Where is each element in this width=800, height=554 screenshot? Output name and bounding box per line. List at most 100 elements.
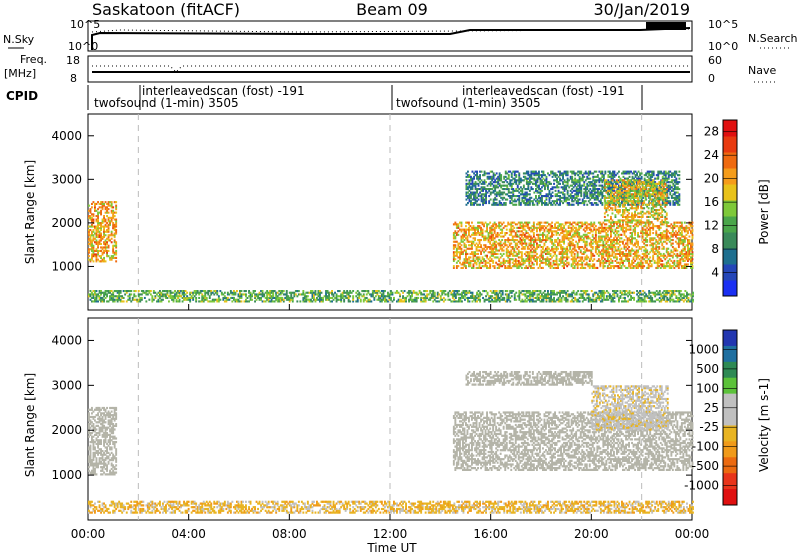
range-cell — [316, 296, 318, 299]
range-cell — [559, 198, 561, 201]
range-cell — [567, 232, 570, 235]
range-cell — [631, 237, 633, 240]
range-cell — [682, 295, 685, 298]
range-cell — [470, 188, 472, 191]
range-cell — [365, 300, 368, 303]
range-cell — [493, 246, 496, 249]
range-cell — [566, 249, 569, 252]
range-cell — [690, 249, 692, 252]
range-cell — [347, 298, 350, 301]
range-cell — [670, 232, 673, 235]
range-cell — [101, 248, 104, 251]
range-cell — [656, 254, 659, 257]
range-cell — [557, 182, 560, 185]
range-cell — [595, 296, 598, 299]
range-cell — [625, 230, 627, 233]
range-cell — [504, 184, 507, 187]
range-cell — [551, 247, 553, 250]
range-cell — [563, 247, 565, 250]
range-cell — [282, 293, 285, 296]
range-cell — [642, 293, 645, 296]
range-cell — [454, 254, 457, 257]
range-cell — [279, 300, 282, 303]
range-cell — [588, 249, 591, 252]
range-cell — [662, 246, 665, 249]
range-cell — [442, 290, 445, 293]
range-cell — [584, 258, 587, 261]
range-cell — [523, 252, 526, 255]
range-cell — [676, 256, 679, 259]
range-cell — [109, 290, 111, 293]
range-cell — [436, 295, 439, 298]
range-cell — [489, 246, 492, 249]
range-cell — [503, 296, 506, 299]
range-cell — [509, 191, 512, 194]
range-cell — [494, 293, 497, 296]
range-cell — [485, 172, 487, 175]
range-cell — [489, 177, 492, 180]
range-cell — [502, 258, 505, 261]
range-cell — [584, 298, 587, 301]
range-cell — [403, 296, 406, 299]
range-cell — [92, 295, 95, 298]
range-cell — [561, 235, 564, 238]
range-cell — [551, 200, 554, 203]
range-cell — [481, 247, 484, 250]
range-cell — [115, 241, 118, 244]
range-cell — [487, 235, 490, 238]
range-cell — [364, 296, 367, 299]
range-cell — [594, 230, 597, 233]
range-cell — [377, 298, 380, 301]
range-cell — [564, 223, 567, 226]
range-cell — [679, 239, 682, 242]
range-cell — [338, 290, 341, 293]
range-cell — [485, 298, 487, 301]
range-cell — [542, 195, 545, 198]
range-cell — [572, 233, 575, 236]
range-cell — [549, 239, 552, 242]
range-cell — [626, 258, 629, 261]
range-cell — [680, 266, 683, 269]
range-cell — [625, 290, 628, 293]
range-cell — [243, 300, 246, 303]
range-cell — [492, 200, 495, 203]
range-cell — [462, 237, 464, 240]
range-cell — [97, 229, 99, 232]
range-cell — [405, 298, 407, 301]
range-cell — [522, 200, 525, 203]
range-cell — [632, 265, 635, 268]
range-cell — [515, 189, 518, 192]
range-cell — [662, 254, 665, 257]
range-cell — [195, 300, 198, 303]
range-cell — [465, 266, 467, 269]
range-cell — [555, 247, 558, 250]
range-cell — [497, 186, 500, 189]
range-cell — [690, 295, 693, 298]
range-cell — [539, 254, 541, 257]
range-cell — [94, 249, 96, 252]
range-cell — [625, 242, 627, 245]
range-cell — [628, 263, 630, 266]
range-cell — [590, 252, 593, 255]
range-cell — [551, 291, 554, 294]
range-cell — [524, 195, 527, 198]
range-cell — [462, 233, 464, 236]
range-cell — [655, 240, 658, 243]
range-cell — [510, 239, 513, 242]
range-cell — [477, 246, 479, 249]
range-cell — [190, 295, 193, 298]
range-cell — [626, 239, 629, 242]
range-cell — [314, 300, 317, 303]
range-cell — [529, 256, 532, 259]
range-cell — [252, 290, 255, 293]
range-cell — [582, 228, 585, 231]
range-cell — [445, 293, 448, 296]
range-cell — [97, 253, 99, 256]
range-cell — [457, 223, 460, 226]
range-cell — [502, 263, 505, 266]
range-cell — [231, 291, 234, 294]
range-cell — [516, 226, 519, 229]
range-cell — [94, 241, 96, 244]
range-cell — [486, 298, 489, 301]
range-cell — [146, 293, 149, 296]
